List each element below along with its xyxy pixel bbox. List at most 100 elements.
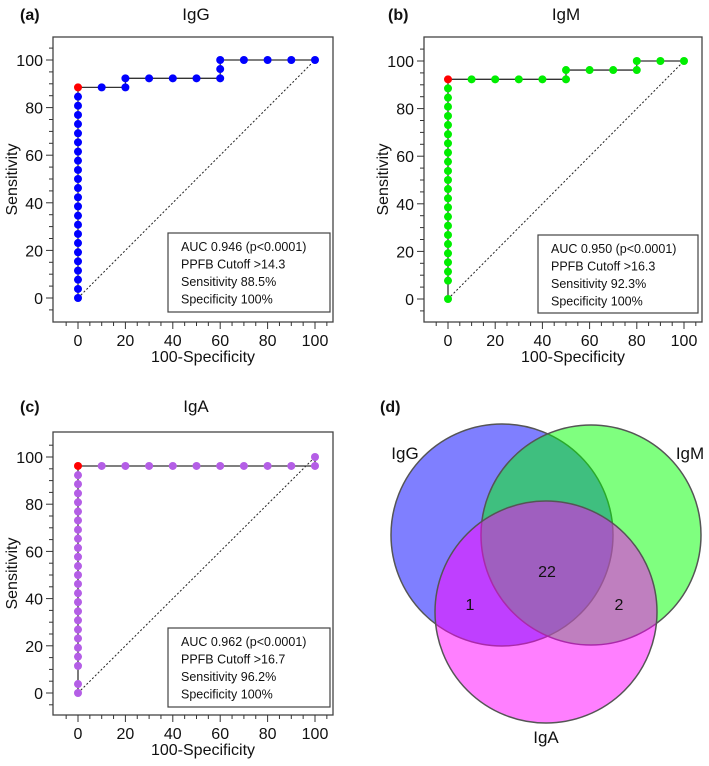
roc-point bbox=[74, 184, 82, 193]
roc-point bbox=[74, 239, 82, 248]
x-tick-label: 20 bbox=[486, 333, 504, 350]
roc-point bbox=[263, 56, 272, 64]
x-tick-label: 40 bbox=[164, 333, 182, 350]
x-tick-label: 40 bbox=[164, 726, 182, 743]
x-tick-label: 100 bbox=[302, 726, 329, 743]
roc-point bbox=[74, 507, 82, 516]
roc-point bbox=[216, 74, 225, 83]
roc-point bbox=[216, 56, 225, 64]
cutoff-point bbox=[74, 461, 82, 470]
y-tick-label: 20 bbox=[25, 243, 43, 260]
roc-point bbox=[74, 562, 82, 571]
roc-point bbox=[444, 185, 452, 194]
y-tick-label: 60 bbox=[25, 148, 43, 165]
x-tick-label: 60 bbox=[211, 333, 229, 350]
roc-point bbox=[74, 257, 82, 266]
x-axis-label: 100-Specificity bbox=[521, 349, 625, 366]
plot-frame bbox=[52, 431, 334, 716]
roc-point bbox=[74, 120, 82, 129]
roc-point bbox=[562, 75, 570, 84]
chart-title: IgM bbox=[552, 5, 580, 24]
legend-line: PPFB Cutoff >16.3 bbox=[551, 260, 655, 274]
roc-point bbox=[74, 571, 82, 579]
roc-point bbox=[632, 57, 641, 65]
roc-point bbox=[444, 212, 452, 221]
roc-point bbox=[74, 294, 82, 302]
roc-point bbox=[74, 634, 82, 643]
roc-point bbox=[585, 66, 594, 75]
y-tick-label: 80 bbox=[396, 102, 414, 119]
roc-point bbox=[74, 92, 82, 101]
x-tick-label: 100 bbox=[302, 333, 329, 350]
y-axis-label: Sensitivity bbox=[375, 143, 392, 215]
roc-point bbox=[444, 121, 452, 130]
legend-line: AUC 0.946 (p<0.0001) bbox=[181, 240, 306, 254]
legend-line: Specificity 100% bbox=[181, 293, 273, 307]
y-tick-label: 80 bbox=[25, 101, 43, 118]
roc-point bbox=[74, 175, 82, 183]
y-axis-label: Sensitivity bbox=[4, 537, 21, 609]
y-tick-label: 0 bbox=[405, 292, 414, 309]
roc-point bbox=[121, 461, 130, 470]
y-tick-label: 40 bbox=[25, 196, 43, 213]
legend-line: Sensitivity 96.2% bbox=[181, 670, 276, 684]
y-tick-label: 20 bbox=[396, 244, 414, 261]
roc-point bbox=[444, 194, 452, 203]
roc-point bbox=[74, 266, 82, 275]
roc-point bbox=[145, 461, 154, 470]
roc-point bbox=[263, 461, 272, 470]
venn-circle-iga bbox=[434, 500, 658, 724]
legend-line: Sensitivity 88.5% bbox=[181, 275, 276, 289]
legend-line: PPFB Cutoff >16.7 bbox=[181, 653, 285, 667]
roc-point bbox=[74, 579, 82, 588]
legend-box: AUC 0.962 (p<0.0001) PPFB Cutoff >16.7 Sen… bbox=[167, 627, 331, 708]
x-axis-label: 100-Specificity bbox=[151, 742, 255, 759]
panel-label: (a) bbox=[20, 7, 40, 24]
y-tick-label: 100 bbox=[16, 53, 43, 70]
y-tick-label: 60 bbox=[396, 149, 414, 166]
roc-point bbox=[239, 461, 248, 470]
legend-line: PPFB Cutoff >14.3 bbox=[181, 258, 285, 272]
roc-point bbox=[656, 57, 665, 65]
roc-point bbox=[74, 589, 82, 598]
roc-point bbox=[444, 139, 452, 148]
x-tick-label: 20 bbox=[117, 726, 135, 743]
x-tick-label: 40 bbox=[534, 333, 552, 350]
roc-point bbox=[74, 156, 82, 165]
chart-title: IgA bbox=[183, 397, 209, 416]
roc-panel-iga: (c) IgA 0 20 40 60 80 100 0 20 40 60 80 100 100-Specif… bbox=[4, 397, 334, 759]
roc-point bbox=[216, 461, 225, 470]
roc-point bbox=[444, 176, 452, 184]
y-tick-label: 100 bbox=[387, 54, 414, 71]
roc-point bbox=[491, 75, 500, 84]
roc-point bbox=[74, 147, 82, 156]
roc-point bbox=[311, 453, 319, 461]
roc-point bbox=[632, 66, 641, 75]
legend-frame bbox=[167, 232, 331, 313]
y-tick-label: 20 bbox=[25, 639, 43, 656]
y-tick-label: 80 bbox=[25, 497, 43, 514]
legend-line: AUC 0.962 (p<0.0001) bbox=[181, 635, 306, 649]
roc-point bbox=[74, 248, 82, 257]
legend-box: AUC 0.950 (p<0.0001) PPFB Cutoff >16.3 Sen… bbox=[537, 234, 699, 314]
roc-point bbox=[514, 75, 523, 84]
roc-point bbox=[444, 93, 452, 102]
roc-point bbox=[74, 110, 82, 119]
venn-region-count: 1 bbox=[466, 597, 475, 614]
roc-point bbox=[444, 203, 452, 212]
y-tick-label: 60 bbox=[25, 544, 43, 561]
x-tick-label: 60 bbox=[581, 333, 599, 350]
roc-point bbox=[74, 284, 82, 293]
legend-line: AUC 0.950 (p<0.0001) bbox=[551, 242, 676, 256]
roc-point bbox=[74, 652, 82, 661]
roc-point bbox=[74, 616, 82, 625]
roc-point bbox=[444, 249, 452, 258]
roc-point bbox=[444, 240, 452, 249]
roc-point bbox=[538, 75, 547, 84]
roc-point bbox=[74, 101, 82, 110]
x-tick-label: 0 bbox=[444, 333, 453, 350]
roc-point bbox=[444, 267, 452, 276]
roc-point bbox=[562, 66, 570, 75]
y-axis-label: Sensitivity bbox=[4, 143, 21, 215]
